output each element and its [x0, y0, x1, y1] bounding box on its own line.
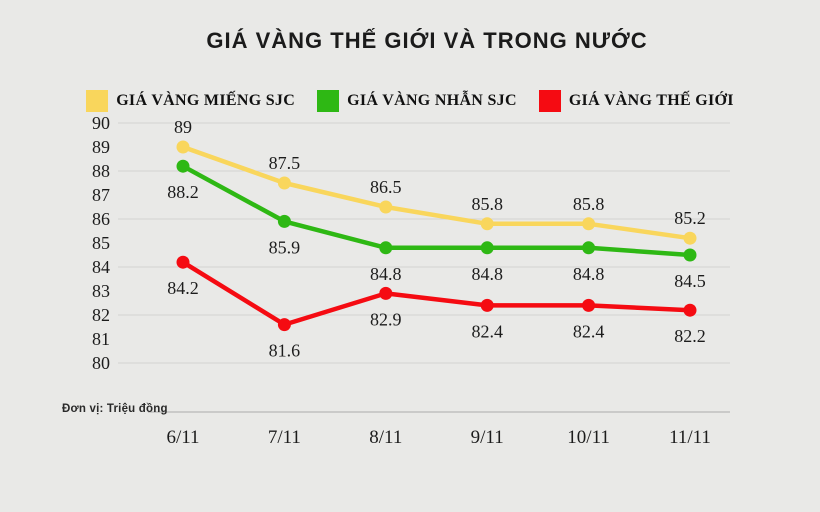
data-point — [277, 176, 291, 190]
data-point-label: 82.4 — [573, 321, 605, 341]
data-point-label: 82.2 — [674, 326, 706, 346]
data-point — [277, 318, 291, 332]
legend-item-the-gioi: GIÁ VÀNG THẾ GIỚI — [538, 90, 734, 112]
series-line — [180, 163, 693, 258]
y-axis-label: 80 — [92, 353, 110, 373]
y-axis-label: 90 — [92, 113, 110, 133]
data-point — [379, 241, 393, 255]
x-axis-label: 10/11 — [567, 427, 610, 448]
chart-legend: GIÁ VÀNG MIẾNG SJC GIÁ VÀNG NHẪN SJC GIÁ… — [0, 90, 820, 112]
data-point — [176, 140, 190, 154]
data-point-label: 85.8 — [573, 194, 605, 214]
data-point-label: 88.2 — [167, 182, 199, 202]
data-point — [683, 303, 697, 317]
series-line — [180, 259, 693, 327]
data-point-label: 84.8 — [370, 264, 402, 284]
data-point-label: 86.5 — [370, 177, 402, 197]
legend-swatch-red-icon — [538, 90, 561, 112]
data-point — [379, 286, 393, 300]
y-axis-label: 81 — [92, 329, 110, 349]
chart-title: GIÁ VÀNG THẾ GIỚI VÀ TRONG NƯỚC — [206, 28, 648, 53]
x-axis-label: 11/11 — [669, 427, 711, 448]
x-axis-label: 6/11 — [166, 427, 199, 448]
unit-note: Đơn vị: Triệu đồng — [62, 403, 168, 415]
series-line — [180, 144, 693, 241]
data-point — [582, 298, 596, 312]
data-point — [582, 241, 596, 255]
y-axis-label: 88 — [92, 161, 110, 181]
data-point-label: 82.4 — [471, 321, 503, 341]
data-point — [176, 159, 190, 173]
data-point — [480, 241, 494, 255]
legend-label-mieng-sjc: GIÁ VÀNG MIẾNG SJC — [116, 92, 296, 109]
data-point-label: 82.9 — [370, 309, 402, 329]
data-point — [176, 255, 190, 269]
y-axis-label: 89 — [92, 137, 110, 157]
data-point-label: 84.2 — [167, 278, 199, 298]
y-axis-label: 87 — [92, 185, 110, 205]
data-point-label: 85.8 — [471, 194, 503, 214]
legend-swatch-green-icon — [317, 90, 340, 112]
data-point-label: 85.9 — [269, 237, 301, 257]
data-point-label: 81.6 — [269, 341, 301, 361]
legend-label-the-gioi: GIÁ VÀNG THẾ GIỚI — [568, 92, 734, 109]
y-axis-label: 86 — [92, 209, 110, 229]
y-axis-label: 84 — [92, 257, 110, 277]
data-point-label: 84.5 — [674, 271, 706, 291]
legend-swatch-yellow-icon — [86, 90, 109, 112]
data-point-label: 84.8 — [573, 264, 605, 284]
data-point — [379, 200, 393, 214]
y-axis-label: 85 — [92, 233, 110, 253]
legend-label-nhan-sjc: GIÁ VÀNG NHẪN SJC — [347, 92, 517, 109]
data-point — [277, 214, 291, 228]
x-axis-label: 9/11 — [471, 427, 504, 448]
data-point — [582, 217, 596, 231]
x-axis-label: 8/11 — [369, 427, 402, 448]
data-point — [480, 217, 494, 231]
y-axis-label: 83 — [92, 281, 110, 301]
x-axis-label: 7/11 — [268, 427, 301, 448]
data-point — [480, 298, 494, 312]
data-point-label: 89 — [174, 117, 192, 137]
legend-item-mieng-sjc: GIÁ VÀNG MIẾNG SJC — [86, 90, 295, 112]
data-point-label: 85.2 — [674, 208, 706, 228]
data-point-label: 87.5 — [269, 153, 301, 173]
data-point-label: 84.8 — [471, 264, 503, 284]
legend-item-nhan-sjc: GIÁ VÀNG NHẪN SJC — [317, 90, 517, 112]
data-point — [683, 248, 697, 262]
data-point — [683, 231, 697, 245]
y-axis-label: 82 — [92, 305, 110, 325]
